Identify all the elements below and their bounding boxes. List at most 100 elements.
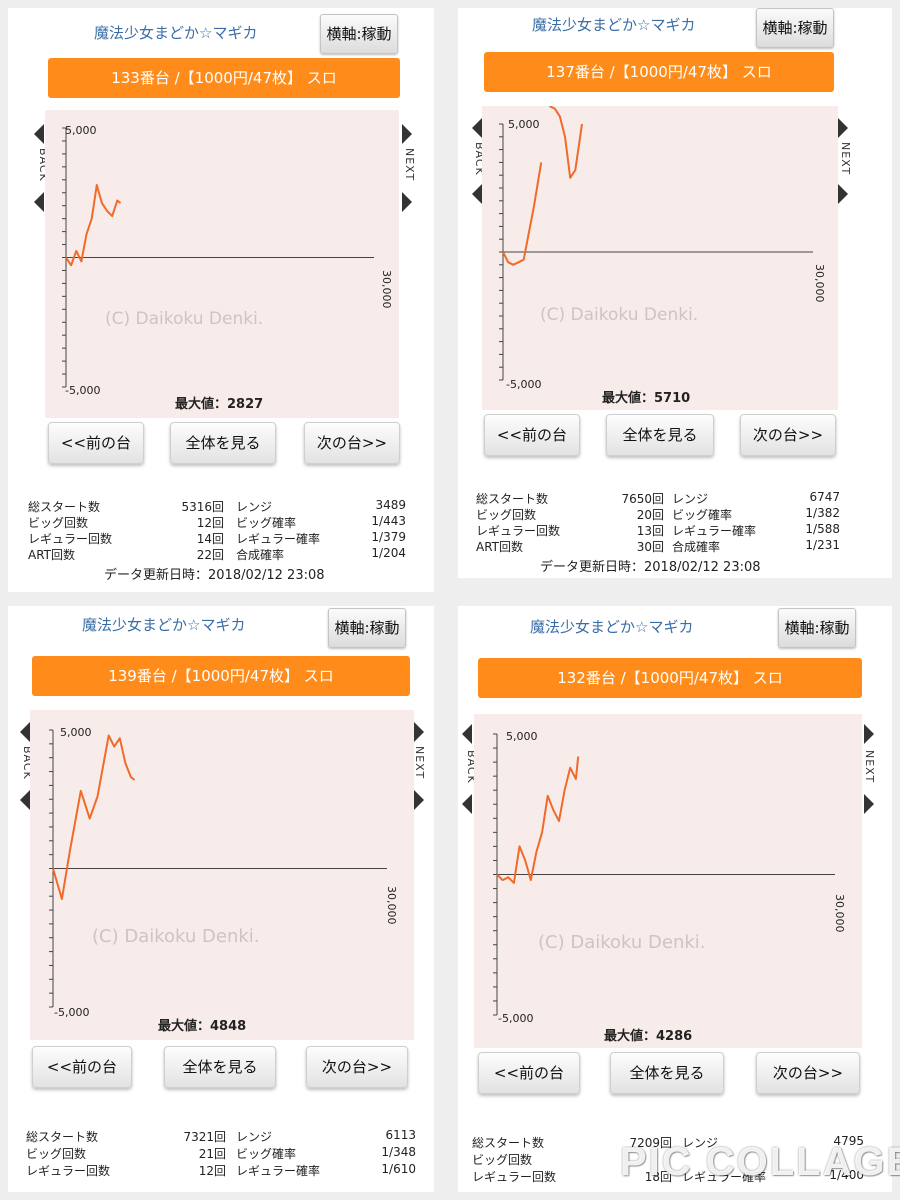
stat-label-2: レギュラー確率: [236, 532, 321, 546]
back-arrow-up-icon[interactable]: [462, 724, 472, 744]
machine-bar[interactable]: 133番台 /【1000円/47枚】 スロ: [48, 58, 400, 98]
stat-value: 30回: [636, 540, 664, 554]
ytick-top: 5,000: [508, 118, 540, 131]
collage-watermark: PIC COLLAGE: [620, 1140, 900, 1184]
stats-row: レギュラー回数 14回 レギュラー確率 1/379: [28, 530, 408, 546]
stats-row: レギュラー回数 12回 レギュラー確率 1/610: [26, 1162, 418, 1178]
ytick-top: 5,000: [60, 726, 92, 739]
stat-value-2: 1/382: [805, 506, 840, 520]
back-arrow-up-icon[interactable]: [20, 722, 30, 742]
machine-bar[interactable]: 137番台 /【1000円/47枚】 スロ: [484, 52, 834, 92]
stat-label-2: レンジ: [236, 1130, 273, 1144]
axis-toggle-button[interactable]: 横軸:稼動: [756, 8, 834, 48]
stats-table: 総スタート数 7321回 レンジ 6113 ビッグ回数 21回 ビッグ確率 1/…: [26, 1128, 418, 1178]
game-title: 魔法少女まどか☆マギカ: [94, 24, 258, 42]
stat-value-2: 1/443: [371, 514, 406, 528]
stat-value-2: 1/204: [371, 546, 406, 560]
max-value-label: 最大値：5710: [602, 390, 690, 406]
next-arrow-down-icon[interactable]: [402, 192, 412, 212]
stat-label: ビッグ回数: [26, 1147, 87, 1161]
stat-value-2: 1/348: [381, 1145, 416, 1159]
xtick-right: 30,000: [380, 270, 393, 309]
axis-toggle-button[interactable]: 横軸:稼動: [328, 608, 406, 648]
next-label[interactable]: NEXT: [413, 746, 426, 780]
stat-value: 12回: [198, 1164, 226, 1178]
next-label[interactable]: NEXT: [863, 750, 876, 784]
chart-area: 5,000 -5,000 30,000 (C) Daikoku Denki. 最…: [30, 710, 414, 1040]
balance-chart: 5,000 -5,000 30,000 (C) Daikoku Denki. 最…: [62, 124, 393, 412]
balance-series-line: [502, 162, 543, 266]
stats-row: 総スタート数 7321回 レンジ 6113: [26, 1128, 418, 1144]
view-all-button[interactable]: 全体を見る: [170, 422, 276, 464]
back-arrow-down-icon[interactable]: [20, 790, 30, 810]
stats-row: 総スタート数 7209回 レンジ 4795: [472, 1134, 866, 1150]
stat-label: 総スタート数: [28, 500, 101, 514]
stat-value: 21回: [198, 1147, 226, 1161]
stats-row: ART回数 22回 合成確率 1/204: [28, 546, 408, 562]
stat-label: レギュラー回数: [26, 1164, 111, 1178]
balance-series-line: [65, 184, 122, 267]
chart-watermark: (C) Daikoku Denki.: [92, 926, 260, 947]
view-all-button[interactable]: 全体を見る: [606, 414, 714, 456]
stats-table: 総スタート数 7650回 レンジ 6747 ビッグ回数 20回 ビッグ確率 1/…: [476, 490, 846, 554]
axis-toggle-button[interactable]: 横軸:稼動: [320, 14, 398, 54]
stat-value: 7650回: [621, 492, 664, 506]
stat-value-2: 1/231: [805, 538, 840, 552]
prev-machine-button[interactable]: <<前の台: [48, 422, 144, 464]
next-machine-button[interactable]: 次の台>>: [756, 1052, 860, 1094]
machine-bar[interactable]: 132番台 /【1000円/47枚】 スロ: [478, 658, 862, 698]
machine-bar[interactable]: 139番台 /【1000円/47枚】 スロ: [32, 656, 410, 696]
axis-toggle-button[interactable]: 横軸:稼動: [778, 608, 856, 648]
chart-area: 5,000 -5,000 30,000 (C) Daikoku Denki. 最…: [482, 106, 838, 410]
stat-value: 14回: [196, 532, 224, 546]
prev-machine-button[interactable]: <<前の台: [32, 1046, 132, 1088]
game-title: 魔法少女まどか☆マギカ: [530, 618, 694, 636]
stat-label-2: ビッグ確率: [236, 1147, 297, 1161]
stat-value-2: 6113: [385, 1128, 416, 1142]
stat-label-2: ビッグ確率: [672, 508, 733, 522]
stat-label: ビッグ回数: [472, 1153, 533, 1167]
view-all-button[interactable]: 全体を見る: [610, 1052, 724, 1094]
next-arrow-down-icon[interactable]: [864, 794, 874, 814]
xtick-right: 30,000: [833, 894, 846, 933]
stat-label: レギュラー回数: [476, 524, 561, 538]
xtick-right: 30,000: [385, 886, 398, 925]
stats-row: ビッグ回数 21回 ビッグ確率 1/348: [26, 1145, 418, 1161]
balance-series-line: [52, 734, 136, 900]
prev-machine-button[interactable]: <<前の台: [484, 414, 580, 456]
next-arrow-up-icon[interactable]: [838, 118, 848, 138]
data-updated-time: データ更新日時：2018/02/12 23:08: [104, 568, 325, 583]
next-machine-button[interactable]: 次の台>>: [306, 1046, 408, 1088]
next-machine-button[interactable]: 次の台>>: [304, 422, 400, 464]
stat-label-2: レンジ: [236, 500, 273, 514]
next-label[interactable]: NEXT: [403, 148, 416, 182]
next-arrow-up-icon[interactable]: [402, 124, 412, 144]
stat-label-2: レンジ: [672, 492, 709, 506]
next-arrow-up-icon[interactable]: [864, 724, 874, 744]
stat-value-2: 1/588: [805, 522, 840, 536]
stat-value-2: 3489: [375, 498, 406, 512]
ytick-top: 5,000: [506, 730, 538, 743]
data-updated-time: データ更新日時：2018/02/12 23:08: [540, 560, 761, 575]
stats-row: レギュラー回数 13回 レギュラー確率 1/588: [476, 522, 846, 538]
chart-watermark: (C) Daikoku Denki.: [105, 309, 263, 329]
back-arrow-up-icon[interactable]: [472, 118, 482, 138]
stat-label: 総スタート数: [26, 1130, 99, 1144]
back-arrow-down-icon[interactable]: [34, 192, 44, 212]
back-arrow-up-icon[interactable]: [34, 124, 44, 144]
stats-row: 総スタート数 5316回 レンジ 3489: [28, 498, 408, 514]
next-arrow-down-icon[interactable]: [838, 184, 848, 204]
next-arrow-up-icon[interactable]: [414, 722, 424, 742]
ytick-bottom: -5,000: [498, 1012, 533, 1025]
graph-panel-4: 魔法少女まどか☆マギカ 横軸:稼動 132番台 /【1000円/47枚】 スロ …: [458, 606, 892, 1192]
next-machine-button[interactable]: 次の台>>: [740, 414, 836, 456]
next-label[interactable]: NEXT: [839, 142, 852, 176]
stat-value: 7209回: [629, 1136, 672, 1150]
next-arrow-down-icon[interactable]: [414, 790, 424, 810]
back-arrow-down-icon[interactable]: [462, 794, 472, 814]
stat-value-2: 1/400: [829, 1168, 864, 1182]
prev-machine-button[interactable]: <<前の台: [478, 1052, 580, 1094]
stats-row: 総スタート数 7650回 レンジ 6747: [476, 490, 846, 506]
view-all-button[interactable]: 全体を見る: [164, 1046, 276, 1088]
back-arrow-down-icon[interactable]: [472, 184, 482, 204]
